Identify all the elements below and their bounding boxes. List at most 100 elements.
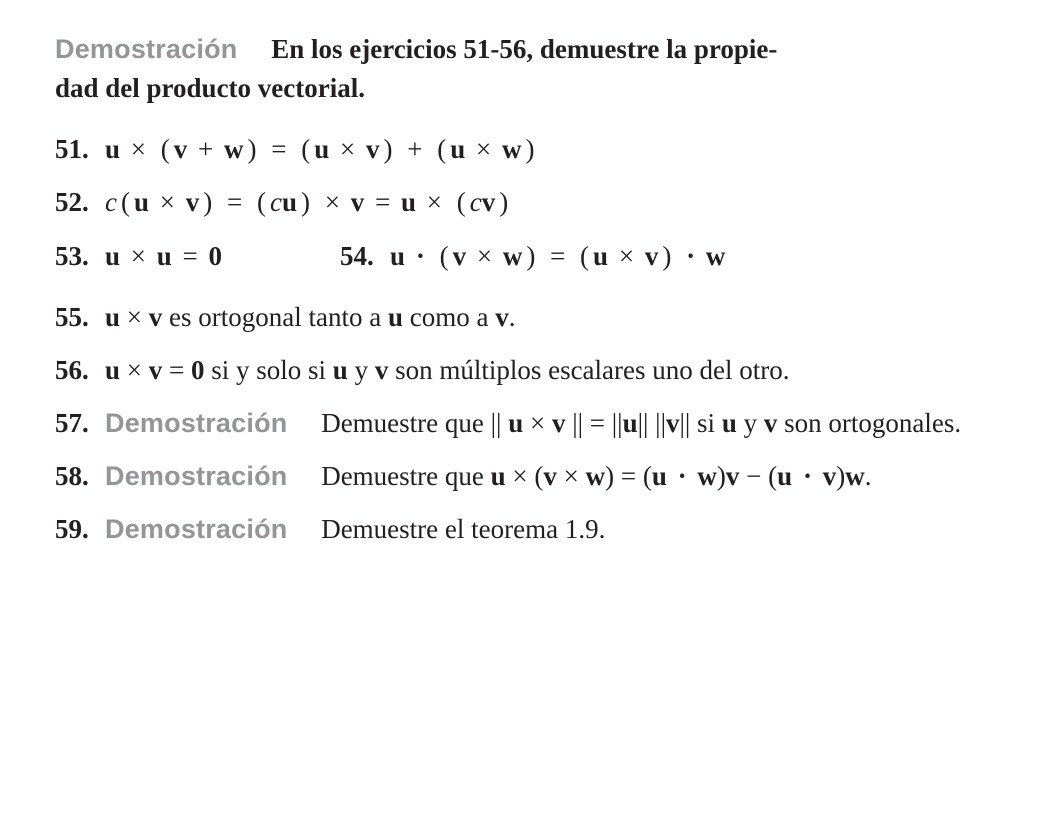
equals-symbol: = bbox=[179, 241, 202, 271]
lparen: ( bbox=[297, 134, 314, 164]
lparen: ( bbox=[643, 461, 652, 491]
vector-v: v bbox=[645, 241, 659, 271]
lparen: ( bbox=[576, 241, 593, 271]
vector-w: w bbox=[503, 241, 523, 271]
rparen: ) bbox=[380, 134, 397, 164]
exercise-number: 55. bbox=[55, 298, 105, 337]
rparen: ) bbox=[605, 461, 614, 491]
exercise-body: Demostración Demuestre que || u × v || =… bbox=[105, 404, 1014, 443]
vector-v: v bbox=[174, 134, 188, 164]
times-symbol: × bbox=[530, 408, 545, 438]
exercise-row-53-54: 53. u × u = 0 54. u · (v × w) = (u × v) … bbox=[55, 237, 1014, 290]
times-symbol: × bbox=[336, 134, 359, 164]
equals-symbol: = bbox=[267, 134, 290, 164]
vector-v: v bbox=[726, 461, 740, 491]
vector-v: v bbox=[186, 187, 200, 217]
norm-bars: || bbox=[638, 408, 649, 438]
intro-text-line1: En los ejercicios 51-56, demuestre la pr… bbox=[271, 34, 777, 64]
rparen: ) bbox=[495, 187, 512, 217]
scalar-c: c bbox=[105, 187, 117, 217]
exercise-57: 57. Demostración Demuestre que || u × v … bbox=[55, 404, 1014, 443]
vector-v: v bbox=[453, 241, 467, 271]
times-symbol: × bbox=[127, 134, 150, 164]
rparen: ) bbox=[658, 241, 675, 271]
demo-label: Demostración bbox=[105, 514, 287, 544]
exercise-text: son múltiplos escalares uno del otro. bbox=[395, 355, 789, 385]
vector-v: v bbox=[149, 355, 163, 385]
norm-bars: || bbox=[655, 408, 666, 438]
vector-u: u bbox=[390, 241, 405, 271]
exercise-text: como a bbox=[410, 302, 495, 332]
vector-u: u bbox=[105, 134, 120, 164]
times-symbol: × bbox=[472, 134, 495, 164]
rparen: ) bbox=[297, 187, 314, 217]
exercise-number: 53. bbox=[55, 237, 105, 276]
plus-symbol: + bbox=[194, 134, 217, 164]
exercise-body: Demostración Demuestre el teorema 1.9. bbox=[105, 510, 1014, 549]
vector-u: u bbox=[105, 241, 120, 271]
exercise-number: 58. bbox=[55, 457, 105, 496]
times-symbol: × bbox=[127, 241, 150, 271]
vector-u: u bbox=[157, 241, 172, 271]
exercise-body: c(u × v) = (cu) × v = u × (cv) bbox=[105, 183, 1014, 222]
lparen: ( bbox=[253, 187, 270, 217]
exercise-58: 58. Demostración Demuestre que u × (v × … bbox=[55, 457, 1014, 496]
exercise-text: es ortogonal tanto a bbox=[169, 302, 388, 332]
exercise-body: u × (v + w) = (u × v) + (u × w) bbox=[105, 130, 1014, 169]
times-symbol: × bbox=[615, 241, 638, 271]
norm-bars: || bbox=[612, 408, 623, 438]
vector-u: u bbox=[401, 187, 416, 217]
exercise-text: Demuestre el teorema 1.9. bbox=[321, 514, 605, 544]
exercise-55: 55. u × v es ortogonal tanto a u como a … bbox=[55, 298, 1014, 337]
vector-u: u bbox=[722, 408, 737, 438]
lparen: ( bbox=[117, 187, 134, 217]
vector-u: u bbox=[333, 355, 348, 385]
vector-w: w bbox=[586, 461, 606, 491]
rparen: ) bbox=[522, 134, 539, 164]
equals-symbol: = bbox=[169, 355, 184, 385]
times-symbol: × bbox=[564, 461, 579, 491]
lparen: ( bbox=[433, 134, 450, 164]
exercise-text: y bbox=[355, 355, 375, 385]
vector-v: v bbox=[495, 302, 509, 332]
vector-u: u bbox=[105, 302, 120, 332]
times-symbol: × bbox=[156, 187, 179, 217]
intro-label: Demostración bbox=[55, 34, 237, 64]
norm-bars: || bbox=[679, 408, 690, 438]
times-symbol: × bbox=[127, 302, 142, 332]
vector-v: v bbox=[823, 461, 837, 491]
exercise-text: si y solo si bbox=[211, 355, 333, 385]
exercise-56: 56. u × v = 0 si y solo si u y v son múl… bbox=[55, 351, 1014, 390]
vector-v: v bbox=[375, 355, 389, 385]
norm-bars: || bbox=[572, 408, 583, 438]
exercise-number: 54. bbox=[340, 237, 390, 276]
plus-symbol: + bbox=[403, 134, 426, 164]
exercise-number: 51. bbox=[55, 130, 105, 169]
exercise-number: 52. bbox=[55, 183, 105, 222]
vector-v: v bbox=[351, 187, 365, 217]
dot-symbol: · bbox=[799, 461, 816, 491]
exercise-text: Demuestre que bbox=[321, 408, 490, 438]
vector-u: u bbox=[491, 461, 506, 491]
lparen: ( bbox=[453, 187, 470, 217]
equals-symbol: = bbox=[546, 241, 569, 271]
vector-u: u bbox=[652, 461, 667, 491]
vector-v: v bbox=[543, 461, 557, 491]
exercise-text: Demuestre que bbox=[321, 461, 490, 491]
times-symbol: × bbox=[473, 241, 496, 271]
exercise-54: 54. u · (v × w) = (u × v) · w bbox=[340, 237, 725, 276]
norm-bars: || bbox=[491, 408, 502, 438]
vector-u: u bbox=[623, 408, 638, 438]
exercise-body: u × v es ortogonal tanto a u como a v. bbox=[105, 298, 1014, 337]
exercise-52: 52. c(u × v) = (cu) × v = u × (cv) bbox=[55, 183, 1014, 222]
vector-v: v bbox=[666, 408, 680, 438]
times-symbol: × bbox=[321, 187, 344, 217]
vector-w: w bbox=[502, 134, 522, 164]
exercise-text: . bbox=[509, 302, 516, 332]
vector-w: w bbox=[697, 461, 717, 491]
dot-symbol: · bbox=[412, 241, 429, 271]
rparen: ) bbox=[244, 134, 261, 164]
zero-vector: 0 bbox=[209, 241, 223, 271]
exercise-text: y bbox=[744, 408, 764, 438]
vector-v: v bbox=[764, 408, 778, 438]
